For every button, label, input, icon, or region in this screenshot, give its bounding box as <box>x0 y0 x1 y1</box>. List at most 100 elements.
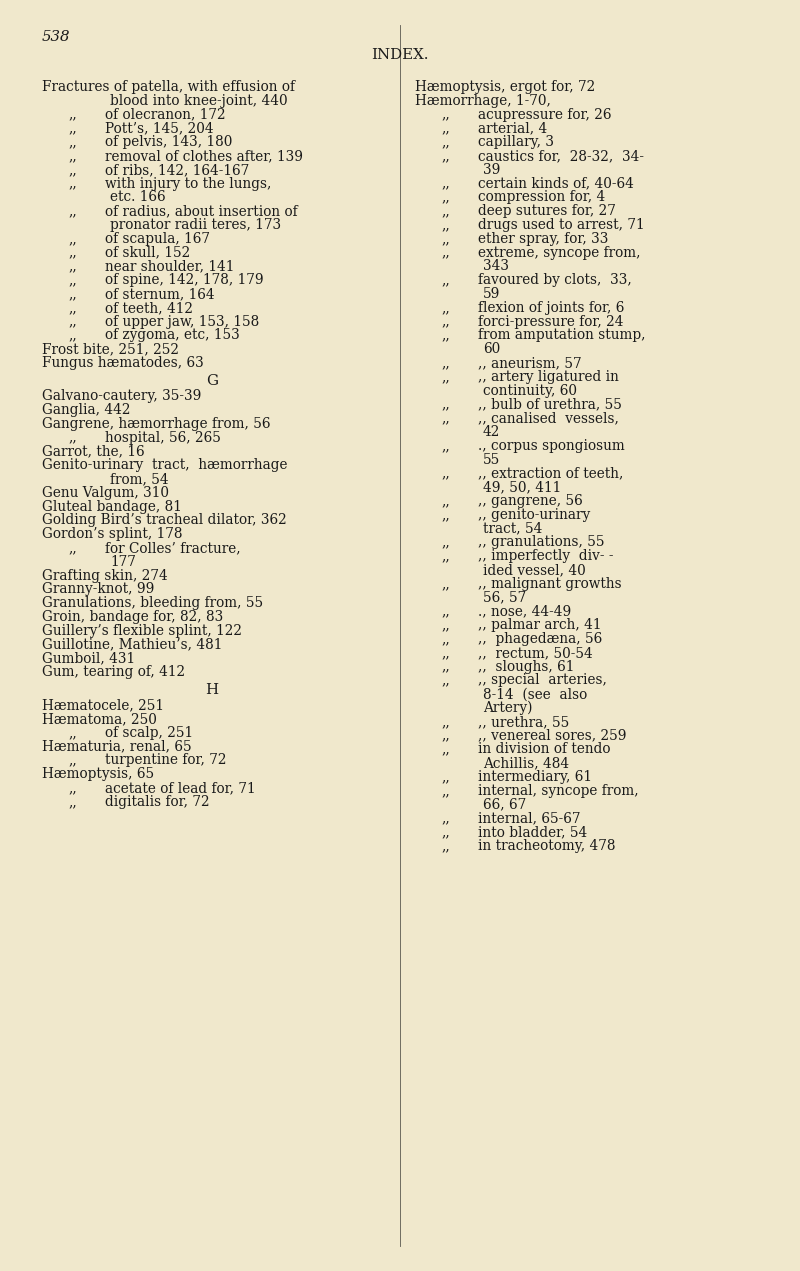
Text: ,,: ,, <box>441 811 450 825</box>
Text: ,,: ,, <box>441 135 450 149</box>
Text: in tracheotomy, 478: in tracheotomy, 478 <box>478 839 615 853</box>
Text: Gordon’s splint, 178: Gordon’s splint, 178 <box>42 527 182 541</box>
Text: into bladder, 54: into bladder, 54 <box>478 825 587 839</box>
Text: continuity, 60: continuity, 60 <box>483 384 577 398</box>
Text: 538: 538 <box>42 31 70 44</box>
Text: Guillotine, Mathieu’s, 481: Guillotine, Mathieu’s, 481 <box>42 638 222 652</box>
Text: ,, urethra, 55: ,, urethra, 55 <box>478 714 570 728</box>
Text: of radius, about insertion of: of radius, about insertion of <box>105 205 298 219</box>
Text: ,,  rectum, 50-54: ,, rectum, 50-54 <box>478 646 593 660</box>
Text: forci-pressure for, 24: forci-pressure for, 24 <box>478 315 623 329</box>
Text: ,, imperfectly  div- -: ,, imperfectly div- - <box>478 549 614 563</box>
Text: of teeth, 412: of teeth, 412 <box>105 301 193 315</box>
Text: ,,: ,, <box>441 605 450 619</box>
Text: ,,: ,, <box>441 245 450 259</box>
Text: of olecranon, 172: of olecranon, 172 <box>105 108 226 122</box>
Text: ,,: ,, <box>441 825 450 839</box>
Text: ,,: ,, <box>441 149 450 163</box>
Text: blood into knee-joint, 440: blood into knee-joint, 440 <box>110 94 288 108</box>
Text: ,,: ,, <box>441 398 450 412</box>
Text: Grafting skin, 274: Grafting skin, 274 <box>42 568 168 582</box>
Text: Granny-knot, 99: Granny-knot, 99 <box>42 582 154 596</box>
Text: ,,: ,, <box>441 438 450 452</box>
Text: ,, canalised  vessels,: ,, canalised vessels, <box>478 412 619 426</box>
Text: ,, special  arteries,: ,, special arteries, <box>478 674 607 688</box>
Text: ,,: ,, <box>441 784 450 798</box>
Text: ., nose, 44-49: ., nose, 44-49 <box>478 605 571 619</box>
Text: ided vessel, 40: ided vessel, 40 <box>483 563 586 577</box>
Text: Galvano-cautery, 35-39: Galvano-cautery, 35-39 <box>42 389 202 403</box>
Text: of zygoma, etc, 153: of zygoma, etc, 153 <box>105 328 240 342</box>
Text: ,,: ,, <box>441 535 450 549</box>
Text: ,,: ,, <box>441 122 450 136</box>
Text: ,,: ,, <box>68 177 77 191</box>
Text: of sternum, 164: of sternum, 164 <box>105 287 214 301</box>
Text: ,,: ,, <box>68 149 77 163</box>
Text: ,,: ,, <box>441 205 450 219</box>
Text: internal, 65-67: internal, 65-67 <box>478 811 581 825</box>
Text: Achillis, 484: Achillis, 484 <box>483 756 569 770</box>
Text: Gangrene, hæmorrhage from, 56: Gangrene, hæmorrhage from, 56 <box>42 417 270 431</box>
Text: ,, extraction of teeth,: ,, extraction of teeth, <box>478 466 623 480</box>
Text: ,,: ,, <box>441 356 450 370</box>
Text: 56, 57: 56, 57 <box>483 591 526 605</box>
Text: ,,: ,, <box>441 770 450 784</box>
Text: of upper jaw, 153, 158: of upper jaw, 153, 158 <box>105 315 259 329</box>
Text: ,, aneurism, 57: ,, aneurism, 57 <box>478 356 582 370</box>
Text: ,,: ,, <box>441 646 450 660</box>
Text: ,,  sloughs, 61: ,, sloughs, 61 <box>478 660 574 674</box>
Text: H: H <box>206 683 218 697</box>
Text: ,,: ,, <box>441 660 450 674</box>
Text: Pott’s, 145, 204: Pott’s, 145, 204 <box>105 122 214 136</box>
Text: ,, bulb of urethra, 55: ,, bulb of urethra, 55 <box>478 398 622 412</box>
Text: ,,: ,, <box>441 494 450 508</box>
Text: ,,: ,, <box>441 618 450 632</box>
Text: ether spray, for, 33: ether spray, for, 33 <box>478 231 608 245</box>
Text: ,,: ,, <box>441 839 450 853</box>
Text: favoured by clots,  33,: favoured by clots, 33, <box>478 273 632 287</box>
Text: pronator radii teres, 173: pronator radii teres, 173 <box>110 219 281 233</box>
Text: ,,: ,, <box>441 370 450 384</box>
Text: ,,: ,, <box>441 728 450 742</box>
Text: ,,: ,, <box>441 466 450 480</box>
Text: with injury to the lungs,: with injury to the lungs, <box>105 177 271 191</box>
Text: Golding Bird’s tracheal dilator, 362: Golding Bird’s tracheal dilator, 362 <box>42 513 286 527</box>
Text: ,,: ,, <box>441 108 450 122</box>
Text: Hæmatocele, 251: Hæmatocele, 251 <box>42 698 164 712</box>
Text: 8-14  (see  also: 8-14 (see also <box>483 688 587 702</box>
Text: ,,: ,, <box>68 782 77 796</box>
Text: ., corpus spongiosum: ., corpus spongiosum <box>478 438 625 452</box>
Text: drugs used to arrest, 71: drugs used to arrest, 71 <box>478 219 645 233</box>
Text: ,,: ,, <box>68 754 77 768</box>
Text: Hæmorrhage, 1-70,: Hæmorrhage, 1-70, <box>415 94 551 108</box>
Text: ,,: ,, <box>68 163 77 177</box>
Text: tract, 54: tract, 54 <box>483 521 542 535</box>
Text: ,,: ,, <box>68 431 77 445</box>
Text: Gumboil, 431: Gumboil, 431 <box>42 651 135 665</box>
Text: caustics for,  28-32,  34-: caustics for, 28-32, 34- <box>478 149 644 163</box>
Text: 177: 177 <box>110 554 136 568</box>
Text: digitalis for, 72: digitalis for, 72 <box>105 794 210 808</box>
Text: internal, syncope from,: internal, syncope from, <box>478 784 638 798</box>
Text: certain kinds of, 40-64: certain kinds of, 40-64 <box>478 177 634 191</box>
Text: ,,: ,, <box>68 315 77 329</box>
Text: intermediary, 61: intermediary, 61 <box>478 770 592 784</box>
Text: near shoulder, 141: near shoulder, 141 <box>105 259 234 273</box>
Text: in division of tendo: in division of tendo <box>478 742 610 756</box>
Text: deep sutures for, 27: deep sutures for, 27 <box>478 205 616 219</box>
Text: ,,: ,, <box>441 231 450 245</box>
Text: of skull, 152: of skull, 152 <box>105 245 190 259</box>
Text: capillary, 3: capillary, 3 <box>478 135 554 149</box>
Text: ,,: ,, <box>441 577 450 591</box>
Text: Genito-urinary  tract,  hæmorrhage: Genito-urinary tract, hæmorrhage <box>42 458 287 472</box>
Text: G: G <box>206 374 218 388</box>
Text: ,,  phagedæna, 56: ,, phagedæna, 56 <box>478 632 602 646</box>
Text: arterial, 4: arterial, 4 <box>478 122 547 136</box>
Text: ,, malignant growths: ,, malignant growths <box>478 577 622 591</box>
Text: 42: 42 <box>483 425 500 438</box>
Text: ,,: ,, <box>68 726 77 740</box>
Text: ,,: ,, <box>441 177 450 191</box>
Text: Artery): Artery) <box>483 702 533 716</box>
Text: ,,: ,, <box>68 108 77 122</box>
Text: Frost bite, 251, 252: Frost bite, 251, 252 <box>42 342 179 356</box>
